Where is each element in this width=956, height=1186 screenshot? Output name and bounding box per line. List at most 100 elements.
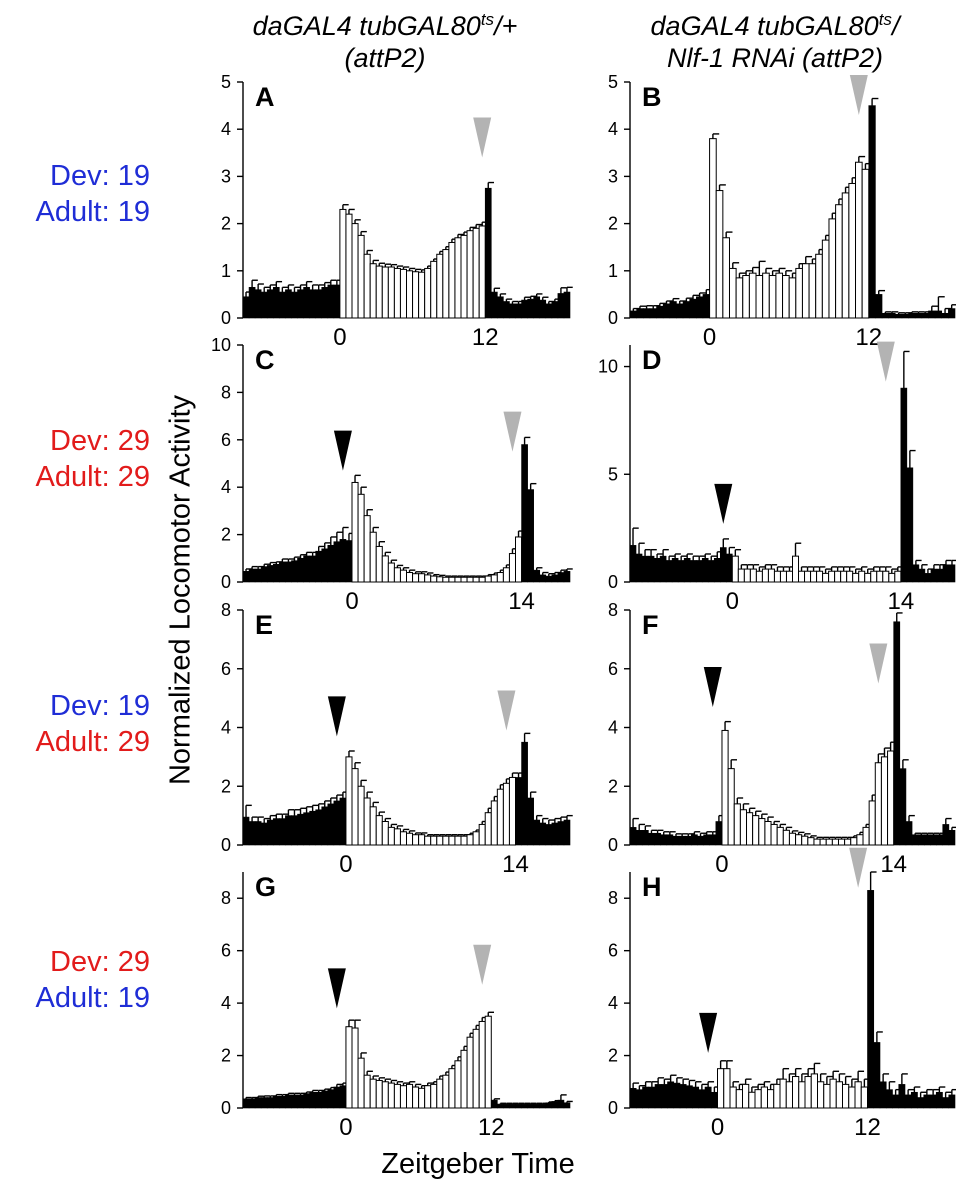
bar-e-34 [448, 835, 456, 846]
bar-d-39 [864, 572, 872, 583]
condition-row-2: Dev: 29 Adult: 29 [0, 423, 150, 495]
bar-a-16 [339, 208, 347, 319]
bar-f-46 [911, 834, 919, 846]
bar-g-45 [515, 1103, 522, 1109]
bar-f-47 [917, 834, 925, 846]
bar-c-53 [563, 571, 571, 583]
bar-d-3 [647, 555, 655, 583]
bar-g-35 [454, 1060, 462, 1109]
bar-g-48 [533, 1103, 541, 1109]
bar-c-1 [248, 568, 256, 583]
bar-c-16 [339, 539, 347, 583]
bar-f-44 [899, 768, 907, 846]
bar-e-43 [502, 782, 510, 846]
bar-e-6 [279, 818, 286, 846]
bar-b-32 [841, 192, 850, 319]
bar-h-10 [692, 1086, 700, 1109]
bar-h-30 [817, 1081, 825, 1109]
x-tick-label-g-12: 12 [478, 1114, 505, 1141]
bar-g-47 [527, 1103, 534, 1109]
bar-a-9 [297, 289, 304, 319]
y-tick-label-g-4: 4 [221, 993, 231, 1013]
bar-a-27 [406, 270, 414, 319]
y-tick-label-d-0: 0 [608, 572, 618, 592]
bar-f-10 [691, 834, 698, 846]
bar-c-49 [539, 574, 547, 583]
adult-label: Adult: 19 [35, 196, 150, 228]
bar-e-40 [484, 812, 492, 846]
x-tick-label-c-14: 14 [508, 588, 535, 615]
y-tick-label-h-6: 6 [608, 941, 618, 961]
bar-g-0 [242, 1098, 250, 1109]
bar-b-22 [775, 272, 784, 319]
dev-label: Dev: 29 [50, 946, 150, 978]
bar-h-16 [729, 1086, 737, 1109]
bar-h-6 [667, 1081, 675, 1109]
bar-c-14 [327, 544, 335, 583]
bar-a-1 [248, 287, 256, 319]
x-tick-label-g-0: 0 [339, 1114, 352, 1141]
bar-d-16 [725, 553, 733, 583]
bar-c-19 [357, 493, 365, 583]
bar-d-40 [870, 570, 878, 583]
panel-label-g: G [255, 872, 276, 902]
bar-a-38 [472, 227, 480, 319]
bar-d-34 [834, 570, 842, 583]
bar-b-26 [801, 263, 810, 319]
bar-f-2 [641, 830, 649, 846]
bar-f-24 [776, 826, 784, 846]
x-tick-label-a-0: 0 [333, 324, 346, 351]
bar-e-8 [291, 815, 298, 846]
y-tick-label-c-2: 2 [221, 525, 231, 545]
bar-d-19 [743, 568, 751, 583]
bar-g-19 [357, 1057, 365, 1109]
gray-arrowhead-b [849, 75, 868, 116]
bar-h-25 [785, 1081, 793, 1109]
y-tick-label-e-8: 8 [221, 600, 231, 620]
bar-h-3 [648, 1086, 656, 1109]
y-tick-label-b-3: 3 [608, 166, 618, 186]
bar-f-52 [948, 830, 956, 846]
bar-g-16 [339, 1085, 347, 1109]
bar-f-22 [764, 821, 772, 846]
bar-f-7 [672, 835, 680, 846]
bar-h-21 [760, 1086, 768, 1109]
y-tick-label-h-4: 4 [608, 993, 618, 1013]
dev-label: Dev: 19 [50, 160, 150, 192]
bar-b-42 [908, 312, 916, 319]
bar-e-44 [508, 776, 517, 846]
y-tick-label-f-4: 4 [608, 718, 618, 738]
bar-g-49 [539, 1103, 547, 1109]
bar-c-40 [484, 575, 492, 583]
bar-e-39 [478, 823, 486, 846]
bar-b-2 [642, 308, 651, 319]
bar-d-31 [816, 570, 824, 583]
bar-a-28 [412, 271, 420, 319]
bar-h-42 [892, 1094, 900, 1109]
bar-h-12 [704, 1086, 712, 1109]
bar-a-6 [279, 291, 286, 319]
bar-g-40 [484, 1015, 492, 1109]
bar-b-40 [895, 313, 903, 319]
bar-f-17 [733, 803, 741, 846]
gray-arrowhead-d [876, 341, 895, 382]
bar-a-35 [454, 237, 462, 319]
bar-c-4 [266, 565, 274, 583]
bar-h-40 [879, 1081, 887, 1109]
bar-e-9 [297, 813, 304, 846]
bar-f-43 [893, 621, 901, 846]
y-tick-label-f-2: 2 [608, 776, 618, 796]
bar-d-9 [683, 557, 691, 583]
bar-c-22 [375, 545, 383, 583]
bar-a-5 [272, 287, 280, 319]
bar-d-7 [671, 557, 679, 583]
y-tick-label-a-3: 3 [221, 166, 231, 186]
bar-e-19 [357, 785, 365, 846]
bar-a-19 [357, 234, 365, 319]
bar-b-10 [696, 296, 704, 319]
bar-d-12 [701, 557, 709, 583]
x-tick-label-a-12: 12 [472, 324, 499, 351]
bar-d-35 [840, 570, 848, 583]
bar-g-29 [418, 1087, 426, 1109]
bar-f-23 [770, 823, 778, 846]
